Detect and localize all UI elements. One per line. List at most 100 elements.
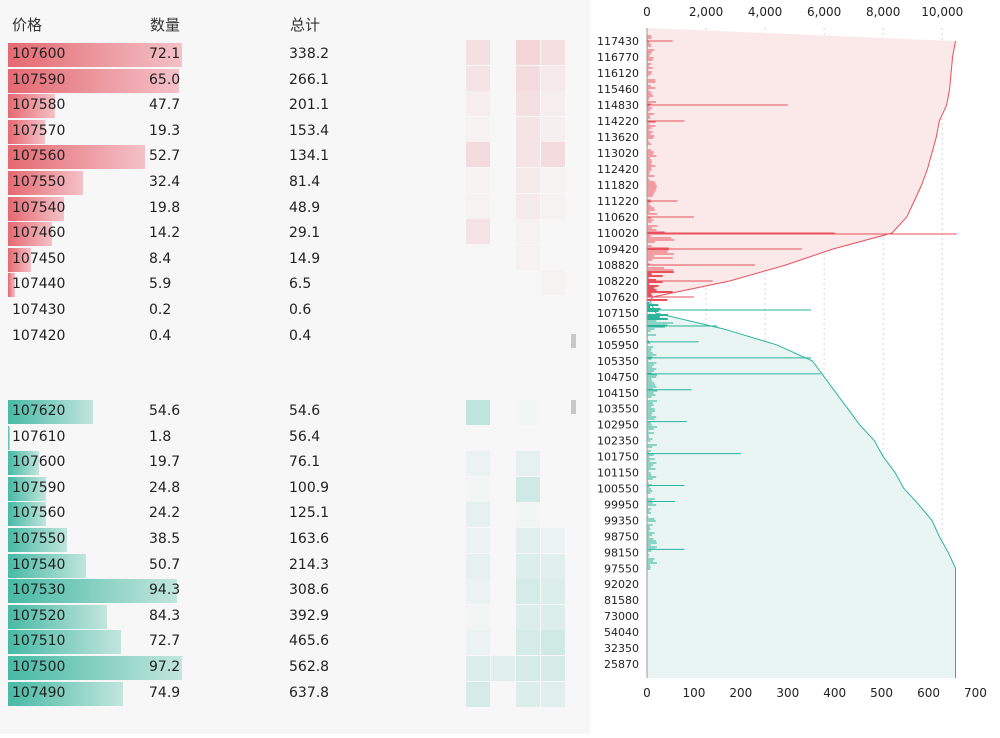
bid-depth-bar bbox=[8, 681, 123, 706]
bid-price-label: 101150 bbox=[597, 467, 639, 480]
ask-qty-cell: 8.4 bbox=[149, 250, 172, 267]
heat-cell bbox=[466, 400, 490, 425]
top-tick-label: 4,000 bbox=[748, 5, 782, 19]
bid-price-cell: 107610 bbox=[12, 428, 66, 445]
heat-cell bbox=[466, 451, 490, 477]
ask-depth-line bbox=[649, 40, 957, 302]
ask-row[interactable]: 107440 5.9 6.5 bbox=[8, 273, 378, 298]
ask-row[interactable]: 107560 52.7 134.1 bbox=[8, 145, 378, 170]
heat-cell bbox=[466, 194, 490, 219]
bid-price-label: 104150 bbox=[597, 387, 639, 400]
bid-depth-bar bbox=[8, 579, 177, 604]
bid-price-label: 102950 bbox=[597, 419, 639, 432]
heat-cell bbox=[466, 656, 490, 681]
heat-cell bbox=[541, 194, 565, 219]
bid-price-label: 100550 bbox=[597, 483, 639, 496]
bid-row[interactable]: 107620 54.6 54.6 bbox=[8, 400, 378, 424]
bottom-tick-label: 200 bbox=[729, 686, 752, 700]
heat-cell bbox=[516, 451, 540, 477]
heat-cell bbox=[516, 65, 540, 91]
bid-depth-area bbox=[647, 301, 956, 678]
heat-cell bbox=[541, 270, 565, 295]
bid-price-cell: 107550 bbox=[12, 531, 66, 547]
ask-price-cell: 107570 bbox=[12, 122, 66, 139]
bid-price-label: 105350 bbox=[597, 355, 639, 368]
bid-price-cell: 107510 bbox=[12, 633, 66, 650]
heat-cell bbox=[516, 400, 540, 425]
bid-depth-bar bbox=[8, 630, 122, 655]
bid-row[interactable]: 107600 19.7 76.1 bbox=[8, 451, 378, 476]
ask-depth-bar bbox=[8, 43, 182, 67]
bid-row[interactable]: 107530 94.3 308.6 bbox=[8, 579, 378, 604]
bid-depth-bar bbox=[8, 528, 68, 552]
ask-depth-bar bbox=[8, 68, 179, 93]
heat-cell bbox=[466, 605, 490, 630]
ask-depth-bar bbox=[8, 94, 55, 119]
ask-qty-cell: 19.3 bbox=[149, 122, 181, 139]
ask-row[interactable]: 107570 19.3 153.4 bbox=[8, 119, 378, 144]
heat-cell bbox=[541, 656, 565, 681]
ask-row[interactable]: 107460 14.2 29.1 bbox=[8, 222, 378, 247]
ask-row[interactable]: 107580 47.7 201.1 bbox=[8, 94, 378, 119]
heat-cell bbox=[516, 681, 540, 707]
ask-total-cell: 338.2 bbox=[289, 46, 330, 62]
heat-cell bbox=[466, 168, 490, 193]
bid-price-cell: 107590 bbox=[12, 479, 66, 496]
bottom-tick-label: 0 bbox=[643, 686, 651, 700]
heat-cell bbox=[466, 117, 490, 142]
bid-qty-cell: 38.5 bbox=[149, 531, 181, 547]
ask-row[interactable]: 107540 19.8 48.9 bbox=[8, 196, 378, 221]
heat-cell bbox=[516, 502, 540, 527]
ask-row[interactable]: 107550 32.4 81.4 bbox=[8, 171, 378, 195]
ask-row[interactable]: 107600 72.1 338.2 bbox=[8, 43, 378, 67]
ask-price-cell: 107430 bbox=[12, 302, 66, 318]
bid-row[interactable]: 107540 50.7 214.3 bbox=[8, 553, 378, 578]
bid-row[interactable]: 107500 97.2 562.8 bbox=[8, 656, 378, 680]
bid-depth-bar bbox=[8, 451, 40, 476]
bid-depth-bar bbox=[8, 400, 94, 424]
heat-cell bbox=[466, 681, 490, 707]
ask-price-cell: 107420 bbox=[12, 327, 66, 344]
bid-total-cell: 56.4 bbox=[289, 428, 321, 445]
bid-total-cell: 637.8 bbox=[289, 684, 330, 701]
ask-qty-cell: 0.4 bbox=[149, 327, 172, 344]
bid-row[interactable]: 107590 24.8 100.9 bbox=[8, 476, 378, 501]
top-tick-label: 6,000 bbox=[807, 5, 841, 19]
scroll-handle[interactable] bbox=[571, 400, 576, 414]
ask-depth-bar bbox=[8, 273, 15, 298]
bid-row[interactable]: 107610 1.8 56.4 bbox=[8, 425, 378, 450]
heat-cell bbox=[516, 193, 540, 219]
ask-row[interactable]: 107430 0.2 0.6 bbox=[8, 299, 378, 323]
bid-row[interactable]: 107550 38.5 163.6 bbox=[8, 528, 378, 552]
heat-cell bbox=[541, 116, 565, 142]
top-tick-label: 0 bbox=[643, 5, 651, 19]
ask-depth-bar bbox=[8, 222, 52, 247]
ask-row[interactable]: 107420 0.4 0.4 bbox=[8, 325, 378, 349]
bid-price-cell: 107540 bbox=[12, 556, 66, 573]
bid-price-label: 54040 bbox=[604, 626, 639, 639]
scroll-handle[interactable] bbox=[571, 334, 576, 348]
bid-qty-cell: 84.3 bbox=[149, 607, 181, 624]
top-tick-label: 10,000 bbox=[921, 5, 963, 19]
bid-qty-cell: 72.7 bbox=[149, 633, 181, 650]
heat-cell bbox=[541, 553, 565, 579]
ask-price-cell: 107600 bbox=[12, 46, 66, 62]
ask-price-label: 110620 bbox=[597, 211, 639, 224]
bid-row[interactable]: 107560 24.2 125.1 bbox=[8, 502, 378, 527]
ask-row[interactable]: 107450 8.4 14.9 bbox=[8, 247, 378, 272]
bid-row[interactable]: 107510 72.7 465.6 bbox=[8, 630, 378, 655]
heat-cell bbox=[541, 528, 565, 553]
bid-qty-cell: 97.2 bbox=[149, 659, 181, 675]
ask-total-cell: 134.1 bbox=[289, 148, 330, 165]
bid-row[interactable]: 107520 84.3 392.9 bbox=[8, 604, 378, 629]
ask-row[interactable]: 107590 65.0 266.1 bbox=[8, 68, 378, 93]
ask-depth-bar bbox=[8, 247, 31, 272]
ask-price-label: 114830 bbox=[597, 99, 639, 112]
heat-cell bbox=[466, 502, 490, 528]
bid-price-cell: 107560 bbox=[12, 505, 66, 522]
heat-cell bbox=[541, 91, 565, 117]
depth-chart: 0 2,000 4,000 6,000 8,000 10,000 0 100 200 300 400… bbox=[596, 0, 1000, 734]
bid-depth-line bbox=[649, 300, 957, 678]
bid-row[interactable]: 107490 74.9 637.8 bbox=[8, 681, 378, 706]
ask-qty-cell: 19.8 bbox=[149, 199, 181, 216]
